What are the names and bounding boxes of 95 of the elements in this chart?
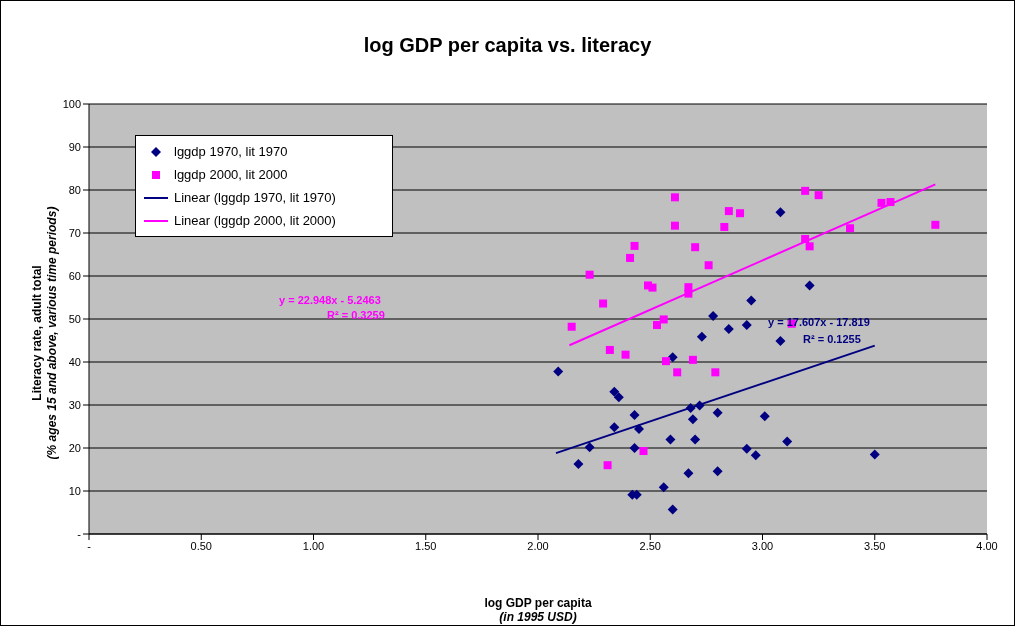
point: [696, 331, 707, 342]
point: [553, 366, 564, 377]
point: [639, 447, 648, 456]
x-tick-label: 0.50: [190, 539, 212, 552]
point: [667, 504, 678, 515]
point: [659, 315, 668, 324]
point: [877, 198, 886, 207]
y-tick-label: 60: [68, 269, 81, 282]
point: [634, 424, 645, 435]
point: [804, 280, 815, 291]
x-tick-label: 3.50: [864, 539, 886, 552]
point: [661, 357, 670, 366]
y-tick-label: -: [77, 527, 82, 540]
point: [720, 222, 729, 231]
point: [723, 323, 734, 334]
legend-label: Linear (lggdp 1970, lit 1970): [174, 189, 336, 207]
point: [609, 422, 620, 433]
chart-title: log GDP per capita vs. literacy: [362, 34, 653, 57]
point: [613, 392, 624, 403]
point: [775, 335, 786, 346]
legend-label: lggdp 2000, lit 2000: [174, 166, 288, 184]
point: [584, 442, 595, 453]
point: [801, 186, 810, 195]
point: [801, 235, 810, 244]
x-tick-label: 4.00: [976, 539, 998, 552]
point: [741, 320, 752, 331]
x-tick-label: -: [87, 539, 92, 552]
annotation: R² = 0.3259: [327, 309, 385, 321]
point: [609, 386, 620, 397]
point: [670, 221, 679, 230]
point: [605, 345, 614, 354]
y-axis-title: Literacy rate, adult total (% ages 15 and above, various time periods): [30, 205, 60, 462]
point: [691, 243, 700, 252]
point: [746, 295, 757, 306]
point: [626, 253, 635, 262]
point: [567, 322, 576, 331]
annotation: R² = 0.1255: [803, 333, 861, 345]
point: [652, 321, 661, 330]
point: [886, 198, 895, 207]
annotation: y = 22.948x - 5.2463: [279, 294, 381, 306]
point: [684, 289, 693, 298]
x-tick-label: 3.00: [751, 539, 774, 552]
point: [814, 191, 823, 200]
y-tick-label: 90: [68, 140, 81, 153]
point: [694, 400, 705, 411]
point: [711, 368, 720, 377]
point: [687, 414, 698, 425]
point: [670, 193, 679, 202]
y-tick-label: 100: [62, 97, 81, 110]
y-tick-label: 80: [68, 183, 81, 196]
point: [690, 434, 701, 445]
point: [621, 350, 630, 359]
point: [708, 310, 719, 321]
point: [869, 449, 880, 460]
y-tick-label: 30: [68, 398, 81, 411]
point: [683, 468, 694, 479]
point: [658, 482, 669, 493]
point: [805, 242, 814, 251]
y-tick-label: 10: [68, 484, 81, 497]
point: [846, 224, 855, 233]
x-axis-title: log GDP per capita (in 1995 USD): [483, 596, 593, 624]
point: [736, 209, 745, 218]
point: [648, 283, 657, 292]
point: [630, 241, 639, 250]
point: [629, 409, 640, 420]
point: [685, 403, 696, 414]
point: [585, 270, 594, 279]
x-tick-label: 1.00: [302, 539, 325, 552]
point: [750, 450, 761, 461]
y-tick-label: 40: [68, 355, 81, 368]
point: [688, 355, 697, 364]
point: [712, 466, 723, 477]
point: [724, 207, 733, 216]
point: [931, 220, 940, 229]
y-tick-label: 20: [68, 441, 81, 454]
point: [667, 352, 678, 363]
legend-label: Linear (lggdp 2000, lit 2000): [174, 212, 336, 230]
point: [775, 207, 786, 218]
point: [673, 368, 682, 377]
point: [712, 407, 723, 418]
x-tick-label: 2.50: [639, 539, 661, 552]
point: [603, 461, 612, 470]
point: [573, 458, 584, 469]
point: [759, 411, 770, 422]
x-tick-label: 1.50: [415, 539, 437, 552]
legend-label: lggdp 1970, lit 1970: [174, 143, 288, 161]
point: [665, 434, 676, 445]
y-tick-label: 70: [68, 226, 81, 239]
point: [599, 299, 608, 308]
point: [704, 261, 713, 270]
x-tick-label: 2.00: [527, 539, 549, 552]
point: [741, 443, 752, 454]
y-tick-label: 50: [68, 312, 81, 325]
point: [629, 443, 640, 453]
point: [782, 436, 793, 447]
